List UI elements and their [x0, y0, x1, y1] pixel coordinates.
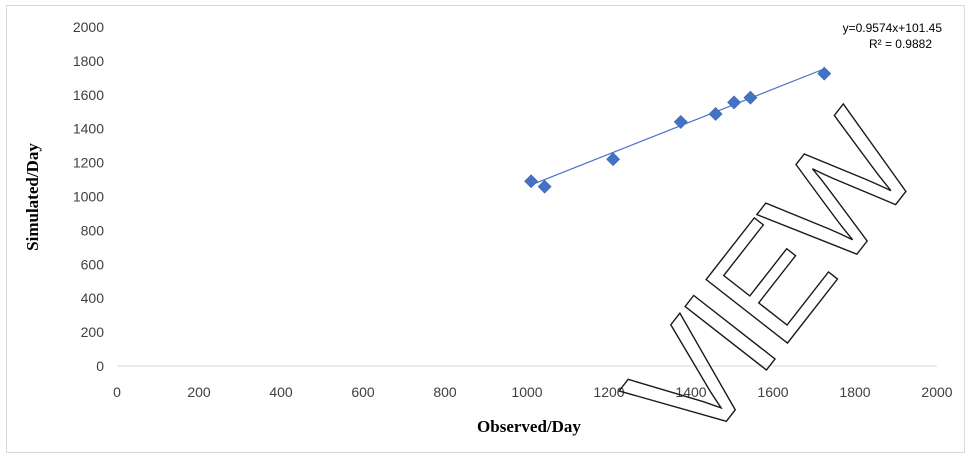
y-tick-label: 1600	[73, 87, 104, 103]
y-tick-label: 200	[81, 324, 105, 340]
x-tick-label: 200	[187, 384, 211, 400]
data-point	[708, 107, 723, 121]
x-tick-label: 2000	[921, 384, 952, 400]
x-tick-label: 800	[433, 384, 457, 400]
y-tick-label: 0	[96, 358, 104, 374]
x-tick-label: 600	[351, 384, 375, 400]
y-axis-title: Simulated/Day	[23, 143, 42, 251]
data-points	[524, 66, 832, 194]
trendline-r-squared: R² = 0.9882	[869, 37, 932, 51]
x-tick-label: 1400	[675, 384, 706, 400]
x-axis-tick-labels: 0 200 400 600 800 1000 1200 1400 1600 1800 2000	[113, 384, 953, 400]
trendline	[530, 68, 825, 186]
y-tick-label: 2000	[73, 19, 104, 35]
x-tick-label: 400	[269, 384, 293, 400]
x-tick-label: 1000	[511, 384, 542, 400]
data-point	[817, 66, 832, 81]
y-tick-label: 1200	[73, 155, 104, 171]
x-tick-label: 1200	[593, 384, 624, 400]
data-point	[743, 90, 758, 105]
chart-frame	[6, 5, 965, 453]
y-axis-tick-labels: 0 200 400 600 800 1000 1200 1400 1600 1800 2000	[73, 19, 104, 374]
data-point	[673, 114, 688, 129]
x-axis-title: Observed/Day	[477, 417, 581, 436]
y-tick-label: 1000	[73, 189, 104, 205]
data-point	[606, 152, 621, 167]
y-tick-label: 600	[81, 256, 105, 272]
trendline-equation: y=0.9574x+101.45	[843, 21, 943, 35]
x-tick-label: 1800	[839, 384, 870, 400]
y-tick-label: 800	[81, 222, 105, 238]
y-tick-label: 400	[81, 290, 105, 306]
data-point	[727, 95, 741, 110]
x-tick-label: 1600	[757, 384, 788, 400]
y-tick-label: 1800	[73, 53, 104, 69]
data-point	[524, 174, 539, 189]
y-tick-label: 1400	[73, 121, 104, 137]
x-tick-label: 0	[113, 384, 121, 400]
data-point	[537, 179, 552, 194]
